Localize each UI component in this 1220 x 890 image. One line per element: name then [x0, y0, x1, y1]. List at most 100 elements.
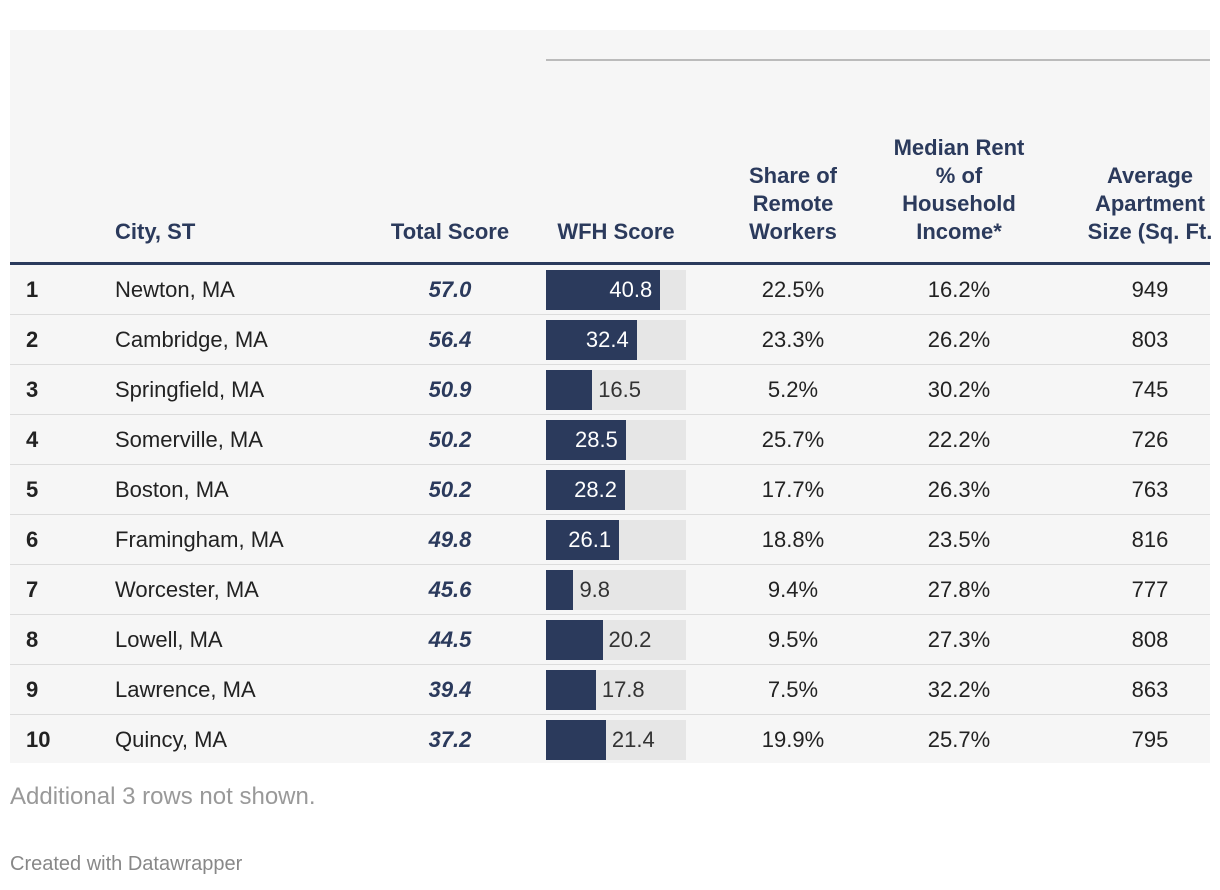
wfh-bar	[546, 320, 637, 360]
header-cell: Total Score	[390, 60, 510, 246]
wfh-value: 40.8	[609, 277, 653, 302]
wfh-value: 32.4	[585, 327, 629, 352]
total-score: 39.4	[428, 677, 472, 702]
rank: 8	[26, 627, 39, 652]
header-rule	[10, 262, 1210, 265]
row-divider	[10, 464, 1210, 465]
wfh-value: 17.8	[601, 677, 645, 702]
wfh-value: 28.2	[574, 477, 617, 502]
city: Cambridge, MA	[115, 327, 268, 352]
size: 949	[1131, 277, 1169, 302]
rank: 2	[26, 327, 39, 352]
wfh-bar	[546, 670, 596, 710]
rent: 27.3%	[927, 627, 991, 652]
row-divider	[10, 614, 1210, 615]
wfh-bar	[546, 620, 603, 660]
rank: 3	[26, 377, 39, 402]
credit: Created with Datawrapper	[10, 853, 243, 875]
remote: 25.7%	[761, 427, 825, 452]
city: Quincy, MA	[115, 727, 228, 752]
remote: 18.8%	[761, 527, 825, 552]
header-cell: WFH Score	[546, 60, 686, 246]
size: 803	[1131, 327, 1169, 352]
wfh-bar	[546, 370, 593, 410]
city: Framingham, MA	[115, 527, 284, 552]
row-divider	[10, 514, 1210, 515]
wfh-value: 16.5	[598, 377, 642, 402]
total-score: 44.5	[428, 627, 472, 652]
wfh-bar	[546, 470, 625, 510]
total-score: 49.8	[428, 527, 472, 552]
rank: 9	[26, 677, 39, 702]
size: 816	[1131, 527, 1169, 552]
row-divider	[10, 314, 1210, 315]
rank: 10	[26, 727, 51, 752]
rank: 7	[26, 577, 39, 602]
wfh-value: 28.5	[574, 427, 618, 452]
size: 745	[1131, 377, 1169, 402]
rent: 30.2%	[927, 377, 991, 402]
wfh-value: 26.1	[568, 527, 612, 552]
row-divider	[10, 564, 1210, 565]
total-score: 56.4	[428, 327, 472, 352]
rent: 32.2%	[927, 677, 991, 702]
city: Lawrence, MA	[115, 677, 256, 702]
header-label: Average Apartment Size (Sq. Ft.	[1087, 163, 1213, 244]
rent: 16.2%	[927, 277, 991, 302]
size: 763	[1131, 477, 1169, 502]
rent: 26.2%	[927, 327, 991, 352]
header-label: Share of Remote Workers	[748, 163, 838, 244]
total-score: 50.9	[428, 377, 472, 402]
rank: 1	[26, 277, 39, 302]
wfh-value: 20.2	[608, 627, 652, 652]
row-divider	[10, 364, 1210, 365]
row-divider	[10, 414, 1210, 415]
total-score: 57.0	[428, 277, 472, 302]
wfh-bar	[546, 270, 661, 310]
remote: 9.5%	[767, 627, 819, 652]
column-group-line	[546, 59, 1210, 61]
size: 795	[1131, 727, 1169, 752]
remote: 22.5%	[761, 277, 825, 302]
total-score: 50.2	[428, 427, 472, 452]
rent: 25.7%	[927, 727, 991, 752]
remote: 19.9%	[761, 727, 825, 752]
city: Newton, MA	[115, 277, 235, 302]
header-cell: City, ST	[115, 60, 315, 246]
rank: 6	[26, 527, 39, 552]
wfh-bar	[546, 720, 606, 760]
header-label: Total Score	[390, 219, 510, 244]
remote: 17.7%	[761, 477, 825, 502]
wfh-bar	[546, 570, 574, 610]
rent: 23.5%	[927, 527, 991, 552]
total-score: 50.2	[428, 477, 472, 502]
wfh-bar	[546, 420, 626, 460]
city: Worcester, MA	[115, 577, 259, 602]
row-divider	[10, 664, 1210, 665]
rank: 4	[26, 427, 39, 452]
header-label: WFH Score	[557, 219, 675, 244]
remote: 23.3%	[761, 327, 825, 352]
rank: 5	[26, 477, 39, 502]
wfh-bar	[546, 520, 620, 560]
total-score: 37.2	[428, 727, 472, 752]
header-label: Median Rent % of Household Income*	[893, 135, 1025, 244]
city: Lowell, MA	[115, 627, 223, 652]
size: 808	[1131, 627, 1169, 652]
wfh-value: 9.8	[579, 577, 611, 602]
city: Somerville, MA	[115, 427, 263, 452]
row-divider	[10, 714, 1210, 715]
header-cell: Average Apartment Size (Sq. Ft.	[1080, 60, 1220, 246]
remote: 5.2%	[767, 377, 819, 402]
size: 726	[1131, 427, 1169, 452]
total-score: 45.6	[428, 577, 472, 602]
header-cell: Median Rent % of Household Income*	[884, 60, 1034, 246]
city: Boston, MA	[115, 477, 229, 502]
rent: 27.8%	[927, 577, 991, 602]
rent: 22.2%	[927, 427, 991, 452]
header-cell: Share of Remote Workers	[733, 60, 853, 246]
notes: Additional 3 rows not shown.	[10, 783, 316, 810]
wfh-value: 21.4	[611, 727, 655, 752]
city: Springfield, MA	[115, 377, 265, 402]
